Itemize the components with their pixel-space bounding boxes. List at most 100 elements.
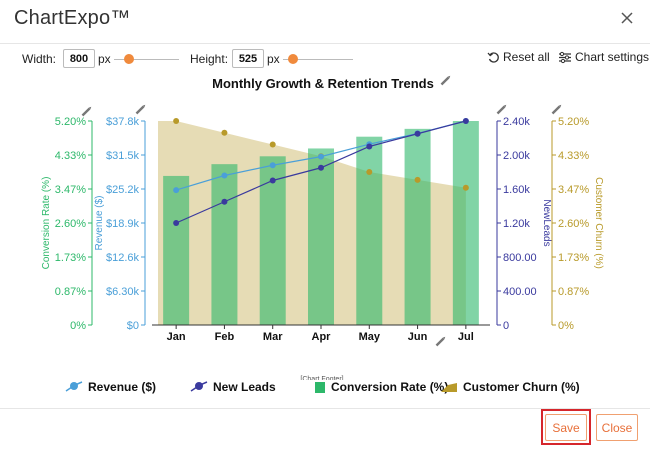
revenue-tick-label: $6.30k [106,286,140,298]
legend-item-churn: Customer Churn (%) [440,380,580,394]
revenue-tick-label: $31.5k [106,150,140,162]
leads-axis-pencil-icon[interactable] [496,104,508,115]
legend-item-leads: New Leads [190,380,276,394]
churn-tick-label: 1.73% [558,252,589,264]
conversion-bar [163,175,190,325]
leads-point [269,177,276,184]
churn-tick-label: 0% [558,320,574,332]
leads-point [318,164,324,171]
churn-point [462,184,469,191]
revenue-tick-label: $0 [127,320,139,332]
leads-tick-label: 0 [503,320,509,332]
churn-tick-label: 0.87% [558,286,589,298]
revenue-point [318,153,324,160]
height-slider-knob[interactable] [288,54,298,64]
reset-all-label: Reset all [503,50,550,64]
legend-label-leads: New Leads [213,380,276,394]
leads-point [173,220,180,226]
x-tick-label: Jun [408,331,428,343]
app-title: ChartExpo™ [14,7,131,29]
revenue-axis-pencil-icon[interactable] [135,104,147,115]
conversion-bar [452,121,479,325]
legend: Revenue ($) New Leads Conversion Rate (%… [0,380,650,400]
churn-axis-label: Customer Churn (%) [593,177,604,269]
leads-point [414,130,421,137]
x-tick-label: Jul [458,331,474,343]
chart-settings-button[interactable]: Chart settings [558,50,649,64]
churn-point [414,176,421,183]
churn-legend-icon [441,383,457,392]
toolbar: Width: px Height: px Reset all Chart set… [0,46,650,72]
title-bar: ChartExpo™ [0,0,650,44]
leads-point [462,118,469,124]
width-slider[interactable] [114,59,179,60]
x-tick-label: Mar [263,331,283,343]
save-button[interactable]: Save [545,414,587,441]
churn-tick-label: 2.60% [558,218,589,230]
leads-tick-label: 2.00k [503,150,530,162]
conversion-tick-label: 0% [70,320,86,332]
leads-point [221,198,228,205]
height-label: Height: [190,52,229,66]
churn-point [366,169,373,175]
conversion-tick-label: 2.60% [55,218,86,230]
x-tick-label: Apr [312,331,332,343]
chart-title: Monthly Growth & Retention Trends [212,76,434,91]
legend-label-conversion: Conversion Rate (%) [331,380,449,394]
close-icon[interactable] [618,9,636,27]
height-unit: px [267,52,280,66]
legend-item-conversion: Conversion Rate (%) [314,380,448,394]
chart-settings-label: Chart settings [575,50,650,64]
conversion-tick-label: 4.33% [55,150,86,162]
leads-tick-label: 1.20k [503,218,530,230]
churn-point [269,141,276,148]
revenue-tick-label: $37.8k [106,116,140,128]
revenue-tick-label: $12.6k [106,252,140,264]
leads-point [366,143,373,150]
churn-tick-label: 3.47% [558,184,589,196]
leads-tick-label: 400.00 [503,286,537,298]
x-tick-label: Feb [215,331,235,343]
leads-tick-label: 800.00 [503,252,537,264]
leads-axis-label: NewLeads [541,199,552,246]
conversion-tick-label: 3.47% [55,184,86,196]
legend-label-churn: Customer Churn (%) [463,380,580,394]
save-highlight [541,409,591,445]
conversion-bar [356,136,383,325]
height-slider[interactable] [283,59,353,60]
height-input[interactable] [232,49,264,68]
width-unit: px [98,52,111,66]
conversion-bar [404,128,431,325]
reset-icon [487,51,499,63]
conversion-bar [308,148,334,325]
footer-divider [0,408,650,409]
revenue-axis-label: Revenue ($) [94,195,105,250]
width-slider-knob[interactable] [124,54,134,64]
conversion-tick-label: 0.87% [55,286,86,298]
leads-tick-label: 1.60k [503,184,530,196]
settings-icon [559,51,571,63]
footer-pencil-icon[interactable] [435,336,447,347]
leads-legend-icon [190,381,208,392]
title-edit-pencil-icon[interactable] [440,75,452,86]
conversion-axis-label: Conversion Rate (%) [41,177,52,270]
churn-tick-label: 5.20% [558,116,589,128]
churn-axis-pencil-icon[interactable] [551,104,563,115]
chart: Monthly Growth & Retention Trends Jan Feb… [41,75,604,380]
conversion-axis-pencil-icon[interactable] [81,106,93,117]
revenue-tick-label: $18.9k [106,218,140,230]
revenue-point [173,187,180,194]
revenue-point [269,162,276,169]
close-button[interactable]: Close [596,414,638,441]
conversion-tick-label: 5.20% [55,116,86,128]
conversion-bar [211,164,238,325]
revenue-tick-label: $25.2k [106,184,140,196]
conversion-tick-label: 1.73% [55,252,86,264]
churn-point [173,118,180,124]
conversion-legend-icon [315,382,325,393]
leads-tick-label: 2.40k [503,116,530,128]
legend-item-revenue: Revenue ($) [65,380,156,394]
x-tick-label: May [359,331,381,343]
reset-all-button[interactable]: Reset all [487,50,550,64]
width-input[interactable] [63,49,95,68]
